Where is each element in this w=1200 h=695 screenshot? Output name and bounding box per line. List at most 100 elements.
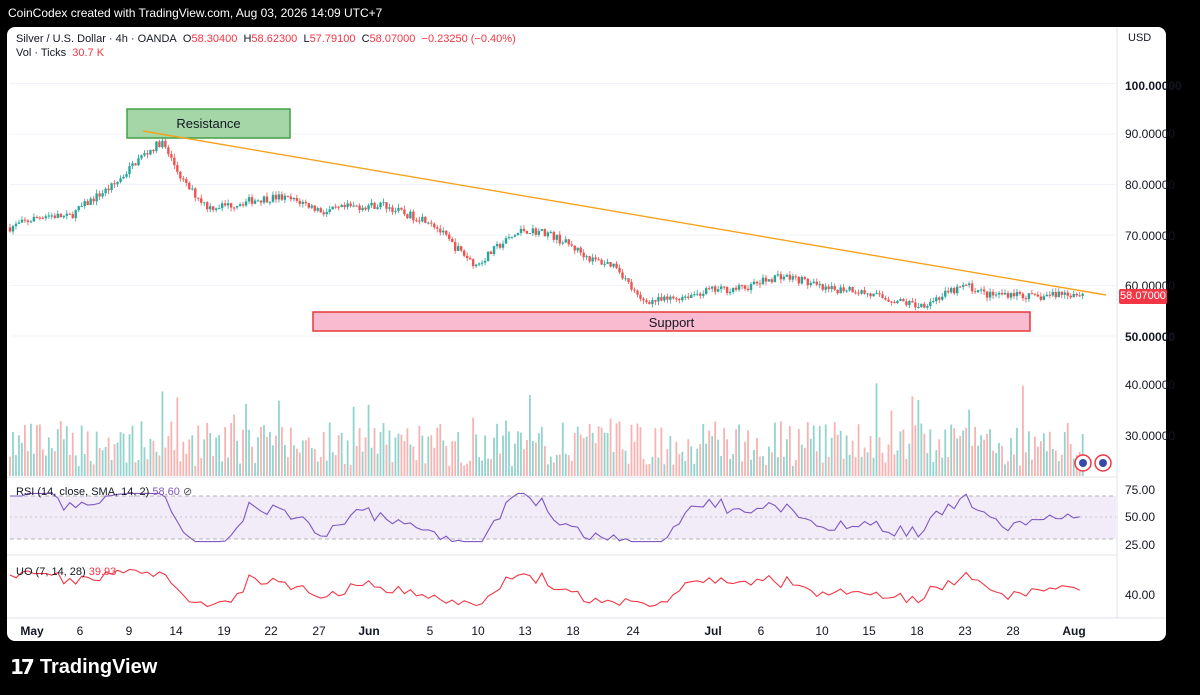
volume-bar bbox=[56, 429, 59, 476]
candle-body bbox=[737, 285, 741, 290]
volume-bar bbox=[552, 462, 555, 476]
volume-bar bbox=[1060, 454, 1063, 476]
volume-bar bbox=[687, 439, 690, 476]
candle-body bbox=[328, 209, 331, 212]
volume-bar bbox=[310, 448, 313, 476]
candle-body bbox=[991, 291, 995, 296]
flag-icon-canton bbox=[1099, 459, 1107, 467]
price-axis-label: 40.00000 bbox=[1125, 378, 1176, 392]
close-value: 58.07000 bbox=[369, 33, 416, 45]
symbol-name[interactable]: Silver / U.S. Dollar · 4h · OANDA bbox=[16, 33, 177, 45]
candle-body bbox=[167, 147, 170, 155]
volume-bar bbox=[992, 450, 994, 476]
volume-bar bbox=[251, 446, 253, 476]
open-value: 58.30400 bbox=[191, 33, 238, 45]
candle-body bbox=[179, 171, 182, 179]
candle-body bbox=[283, 195, 287, 200]
candle-body bbox=[666, 296, 669, 300]
volume-bar bbox=[451, 441, 454, 476]
candle-body bbox=[770, 279, 774, 283]
candle-body bbox=[591, 257, 594, 262]
volume-bar bbox=[657, 457, 660, 476]
candle-body bbox=[875, 293, 878, 295]
candle-body bbox=[448, 234, 451, 239]
volume-bar bbox=[812, 425, 815, 476]
volume-bar bbox=[508, 431, 510, 476]
candle-body bbox=[687, 296, 690, 299]
candle-body bbox=[722, 286, 726, 288]
volume-bar bbox=[469, 460, 472, 476]
volume-bar bbox=[200, 458, 203, 476]
candle-body bbox=[86, 201, 89, 205]
volume-bar bbox=[809, 438, 812, 476]
candle-body bbox=[274, 194, 278, 200]
candle-body bbox=[95, 193, 98, 202]
candle-body bbox=[1066, 292, 1069, 296]
candle-body bbox=[367, 205, 370, 210]
candle-body bbox=[567, 239, 570, 245]
candle-body bbox=[301, 201, 305, 204]
candle-body bbox=[289, 196, 293, 200]
candle-body bbox=[782, 276, 786, 280]
candle-body bbox=[776, 274, 780, 276]
candle-body bbox=[17, 222, 21, 224]
volume-bar bbox=[355, 445, 358, 476]
candle-body bbox=[684, 296, 687, 298]
volume-bar bbox=[466, 463, 469, 476]
candle-body bbox=[950, 288, 953, 293]
candle-body bbox=[716, 289, 720, 292]
high-value: 58.62300 bbox=[251, 33, 298, 45]
volume-bar bbox=[1004, 464, 1006, 476]
tradingview-logo[interactable]: 17 TradingView bbox=[10, 655, 157, 679]
volume-bar bbox=[735, 429, 737, 476]
volume-bar bbox=[1036, 446, 1039, 476]
flag-icon-canton bbox=[1079, 459, 1087, 467]
symbol-legend[interactable]: Silver / U.S. Dollar · 4h · OANDA O58.30… bbox=[16, 32, 516, 60]
candle-body bbox=[325, 211, 328, 215]
time-axis-label: 23 bbox=[958, 624, 972, 638]
volume-bar bbox=[537, 433, 540, 476]
uo-legend[interactable]: UO (7, 14, 28) 39.93 bbox=[16, 566, 116, 578]
candle-body bbox=[101, 193, 104, 197]
candle-body bbox=[546, 232, 550, 237]
candlesticks bbox=[8, 137, 1084, 311]
candle-body bbox=[1042, 296, 1046, 300]
candle-body bbox=[1069, 295, 1072, 298]
currency-label[interactable]: USD bbox=[1128, 32, 1152, 44]
candle-body bbox=[669, 296, 672, 300]
eye-icon[interactable]: ⊘ bbox=[182, 486, 193, 498]
volume-bar bbox=[968, 409, 971, 476]
volume-bar bbox=[301, 440, 304, 476]
candle-body bbox=[456, 246, 460, 251]
volume-bar bbox=[212, 455, 215, 476]
candle-body bbox=[1015, 291, 1019, 297]
volume-bar bbox=[717, 439, 720, 476]
candle-body bbox=[468, 257, 472, 260]
candle-body bbox=[71, 214, 74, 218]
volume-label[interactable]: Vol · Ticks bbox=[16, 47, 67, 59]
candle-body bbox=[149, 149, 152, 155]
resistance-trendline[interactable] bbox=[142, 130, 1107, 296]
volume-bar bbox=[546, 464, 549, 476]
volume-bar bbox=[24, 424, 26, 476]
time-axis-label: 18 bbox=[566, 624, 580, 638]
volume-bar bbox=[113, 444, 116, 476]
volume-bar bbox=[531, 441, 534, 476]
volume-bar bbox=[833, 422, 836, 476]
support-zone[interactable] bbox=[312, 311, 1031, 332]
volume-bar bbox=[549, 456, 552, 476]
volume-bar bbox=[33, 453, 35, 476]
candle-body bbox=[528, 233, 532, 235]
volume-bars bbox=[9, 383, 1084, 476]
rsi-legend[interactable]: RSI (14, close, SMA, 14, 2) 58.60 ⊘ bbox=[16, 485, 192, 498]
volume-bar bbox=[980, 435, 982, 476]
volume-bar bbox=[385, 444, 388, 476]
volume-bar bbox=[570, 460, 573, 476]
uo-value: 39.93 bbox=[88, 566, 117, 578]
volume-bar bbox=[899, 431, 902, 476]
volume-bar bbox=[409, 444, 412, 476]
candle-body bbox=[534, 228, 538, 235]
volume-bar bbox=[1042, 433, 1045, 476]
candle-body bbox=[761, 277, 765, 285]
